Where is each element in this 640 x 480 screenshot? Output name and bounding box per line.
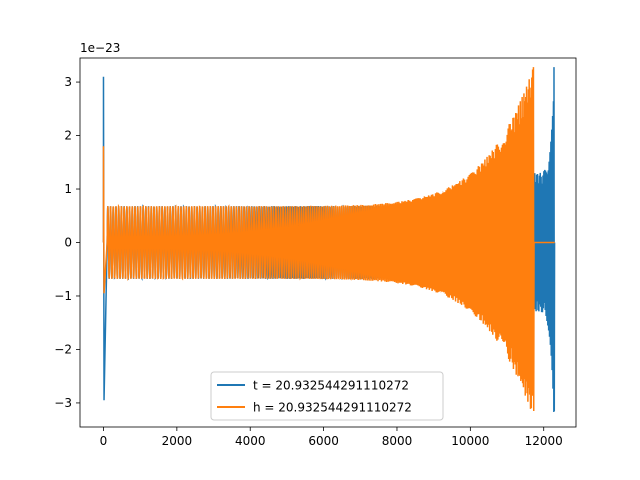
y-axis-ticks: −3 −2 −1 0 1 2 3 (54, 75, 80, 410)
legend: t = 20.932544291110272 h = 20.9325442911… (210, 371, 444, 421)
legend-label-t: t = 20.932544291110272 (253, 379, 409, 393)
legend-box (210, 371, 444, 421)
x-tick-label: 0 (100, 434, 108, 448)
x-tick-label: 10000 (451, 434, 489, 448)
x-tick-label: 4000 (235, 434, 266, 448)
x-axis-ticks: 0 2000 4000 6000 8000 10000 12000 (100, 427, 563, 448)
y-tick-label: 3 (64, 75, 72, 89)
x-tick-label: 8000 (382, 434, 413, 448)
series-h-line (102, 67, 555, 411)
y-tick-label: −2 (54, 342, 72, 356)
y-tick-label: 0 (64, 236, 72, 250)
x-tick-label: 12000 (525, 434, 563, 448)
series-layer (102, 67, 556, 412)
x-tick-label: 6000 (308, 434, 339, 448)
y-tick-label: −1 (54, 289, 72, 303)
legend-label-h: h = 20.932544291110272 (253, 401, 412, 415)
y-axis-scale-label: 1e−23 (80, 41, 120, 55)
y-tick-label: 2 (64, 129, 72, 143)
y-tick-label: 1 (64, 182, 72, 196)
x-tick-label: 2000 (162, 434, 193, 448)
y-tick-label: −3 (54, 396, 72, 410)
